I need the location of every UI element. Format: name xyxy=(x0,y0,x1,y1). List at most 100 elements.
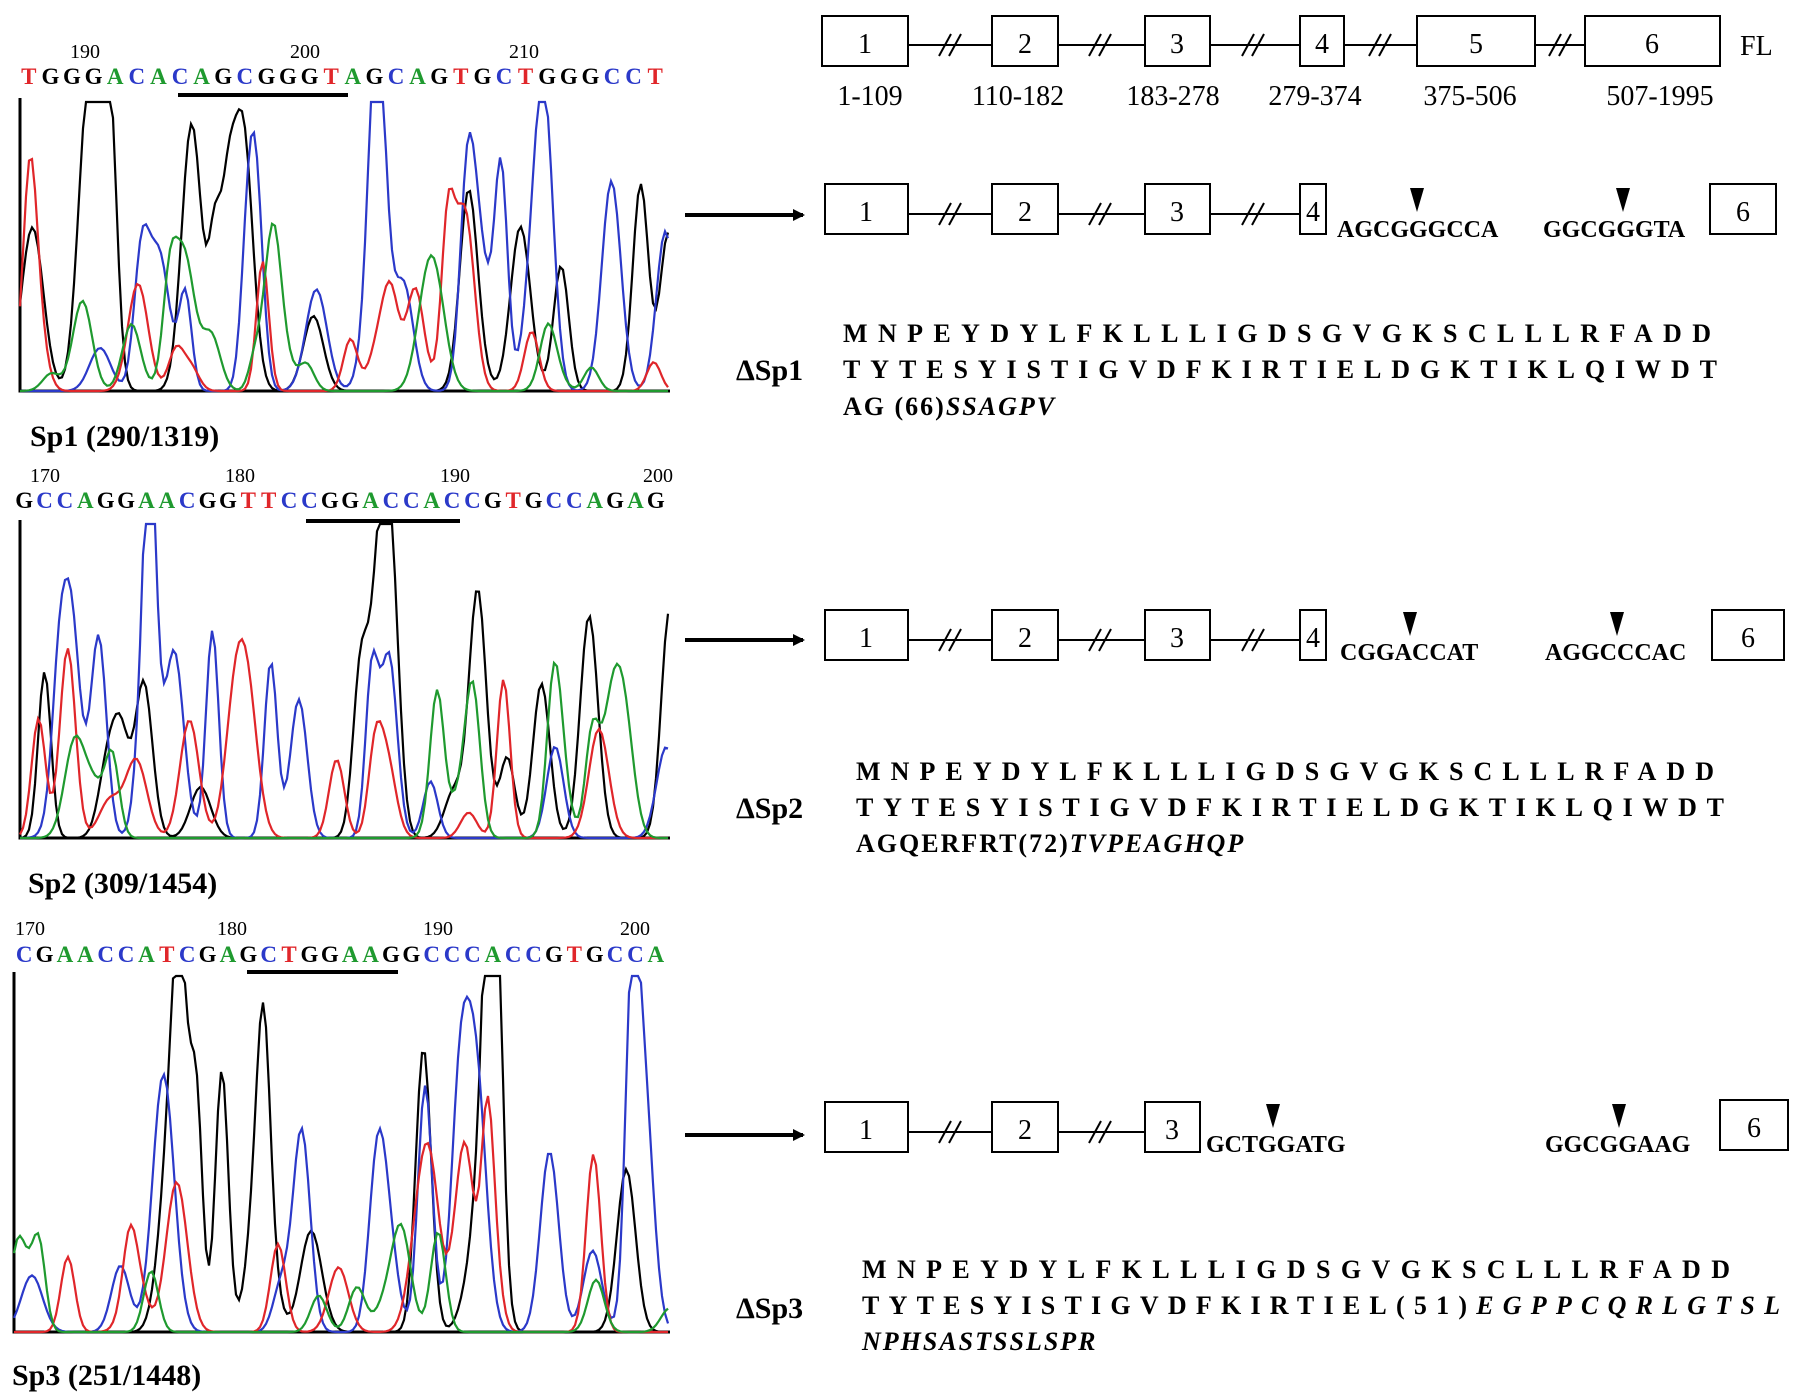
protein-line: MNPEYDYLFKLLLIGDSGVGKSCLLLRFADD xyxy=(843,319,1713,348)
exon-number: 3 xyxy=(1165,1115,1179,1146)
break-mark xyxy=(1088,202,1102,226)
base-call: G xyxy=(545,942,563,967)
splice-site-marker xyxy=(1610,612,1624,636)
base-call: C xyxy=(36,488,53,513)
trace-frame xyxy=(12,972,670,1334)
exon-box: 3 xyxy=(1144,609,1211,661)
base-call: T xyxy=(567,942,582,967)
base-call: A xyxy=(77,942,94,967)
base-call: A xyxy=(138,488,155,513)
isoform-structure: 1 2 3 4 AGCGGGCCA GGCGGGTA 6 xyxy=(824,183,1777,243)
position-numbers: 170 180 190 200 xyxy=(30,465,673,487)
base-call: G xyxy=(538,64,556,89)
chromatogram-trace xyxy=(18,98,670,393)
base-call: C xyxy=(496,64,513,89)
base-call: A xyxy=(647,942,664,967)
exon-box: 6 xyxy=(1711,609,1785,661)
base-call: G xyxy=(300,942,318,967)
base-call: C xyxy=(97,942,114,967)
trace-channel-A xyxy=(20,660,668,840)
base-call: C xyxy=(236,64,253,89)
protein-line: AGQERFRT(72)TVPEAGHQP xyxy=(856,829,1245,858)
break-mark xyxy=(948,33,962,57)
base-call: C xyxy=(546,488,563,513)
break-mark xyxy=(1241,33,1255,57)
base-call: C xyxy=(128,64,145,89)
base-call: C xyxy=(505,942,522,967)
break-mark xyxy=(1251,33,1265,57)
isoform-structure: 1 2 3 GCTGGATG GGCGGAAG 6 xyxy=(824,1099,1789,1158)
break-mark xyxy=(1378,33,1392,57)
protein-line: AG (66)SSAGPV xyxy=(843,392,1057,421)
intron-break-marks xyxy=(938,33,1572,1144)
splice-site-marker xyxy=(1616,188,1630,212)
base-call: T xyxy=(506,488,521,513)
break-mark xyxy=(1251,202,1265,226)
exon-number: 6 xyxy=(1747,1113,1761,1144)
exon-box: 2 xyxy=(991,1101,1059,1153)
exon-number: 3 xyxy=(1170,29,1184,60)
exon-number: 2 xyxy=(1018,197,1032,228)
break-mark xyxy=(1251,628,1265,652)
exon-number: 6 xyxy=(1736,197,1750,228)
base-call: G xyxy=(97,488,115,513)
trace-channel-C xyxy=(20,100,670,393)
protein-sequence: MNPEYDYLFKLLLIGDSGVGKSCLLLRFADD TYTESYIS… xyxy=(856,757,1726,858)
exon-box: 4 xyxy=(1299,15,1345,67)
position-number: 200 xyxy=(643,465,673,487)
base-call: G xyxy=(199,942,217,967)
splice-site-marker xyxy=(1266,1104,1280,1128)
break-mark xyxy=(1098,1120,1112,1144)
splice-site-marker xyxy=(1403,612,1417,636)
exon-number: 4 xyxy=(1306,623,1320,654)
break-mark xyxy=(1098,33,1112,57)
base-call: G xyxy=(41,64,59,89)
exon-number: 6 xyxy=(1645,29,1659,60)
break-mark xyxy=(1548,33,1562,57)
base-call: C xyxy=(525,942,542,967)
base-call: G xyxy=(85,64,103,89)
position-number: 190 xyxy=(70,41,100,63)
break-mark xyxy=(938,1120,952,1144)
base-call: C xyxy=(444,942,461,967)
exon-number: 5 xyxy=(1469,29,1483,60)
base-call: G xyxy=(279,64,297,89)
base-call: A xyxy=(586,488,603,513)
exon-box: 6 xyxy=(1584,15,1721,67)
base-call: G xyxy=(214,64,232,89)
full-length-gene-structure: 1 2 3 4 5 6 FL 1-109 110-182 183-278 279… xyxy=(821,15,1773,112)
base-call: A xyxy=(484,942,501,967)
base-call: A xyxy=(138,942,155,967)
base-call: A xyxy=(77,488,94,513)
exon-box: 6 xyxy=(1719,1099,1789,1151)
exon-range: 279-374 xyxy=(1268,81,1361,112)
junction-sequence-right: GGCGGGTA xyxy=(1543,217,1686,243)
exon-range: 507-1995 xyxy=(1606,81,1713,112)
base-call: C xyxy=(604,64,621,89)
base-call: T xyxy=(518,64,533,89)
trace-channel-G xyxy=(14,974,668,1334)
base-call: C xyxy=(464,942,481,967)
exon-box: 1 xyxy=(824,609,909,661)
base-call: T xyxy=(21,64,36,89)
protein-sequence: MNPEYDYLFKLLLIGDSGVGKSCLLLRFADD TYTESYIS… xyxy=(843,319,1717,421)
base-call: C xyxy=(607,942,624,967)
exon-box: 3 xyxy=(1144,1101,1201,1153)
protein-line: NPHSASTSSLSPR xyxy=(861,1327,1098,1356)
base-call: A xyxy=(362,942,379,967)
exon-box: 1 xyxy=(821,15,909,67)
exon-number: 3 xyxy=(1170,623,1184,654)
position-number: 180 xyxy=(217,918,247,940)
base-call: T xyxy=(453,64,468,89)
exon-box: 4 xyxy=(1299,183,1327,235)
base-call: G xyxy=(341,488,359,513)
base-call: G xyxy=(402,942,420,967)
break-mark xyxy=(938,202,952,226)
base-call: G xyxy=(321,942,339,967)
protein-line: TYTESYISTIGVDFKIRTIELDGKTIKLQIWDT xyxy=(856,793,1726,822)
base-call: G xyxy=(36,942,54,967)
base-call: G xyxy=(63,64,81,89)
break-mark xyxy=(1241,202,1255,226)
